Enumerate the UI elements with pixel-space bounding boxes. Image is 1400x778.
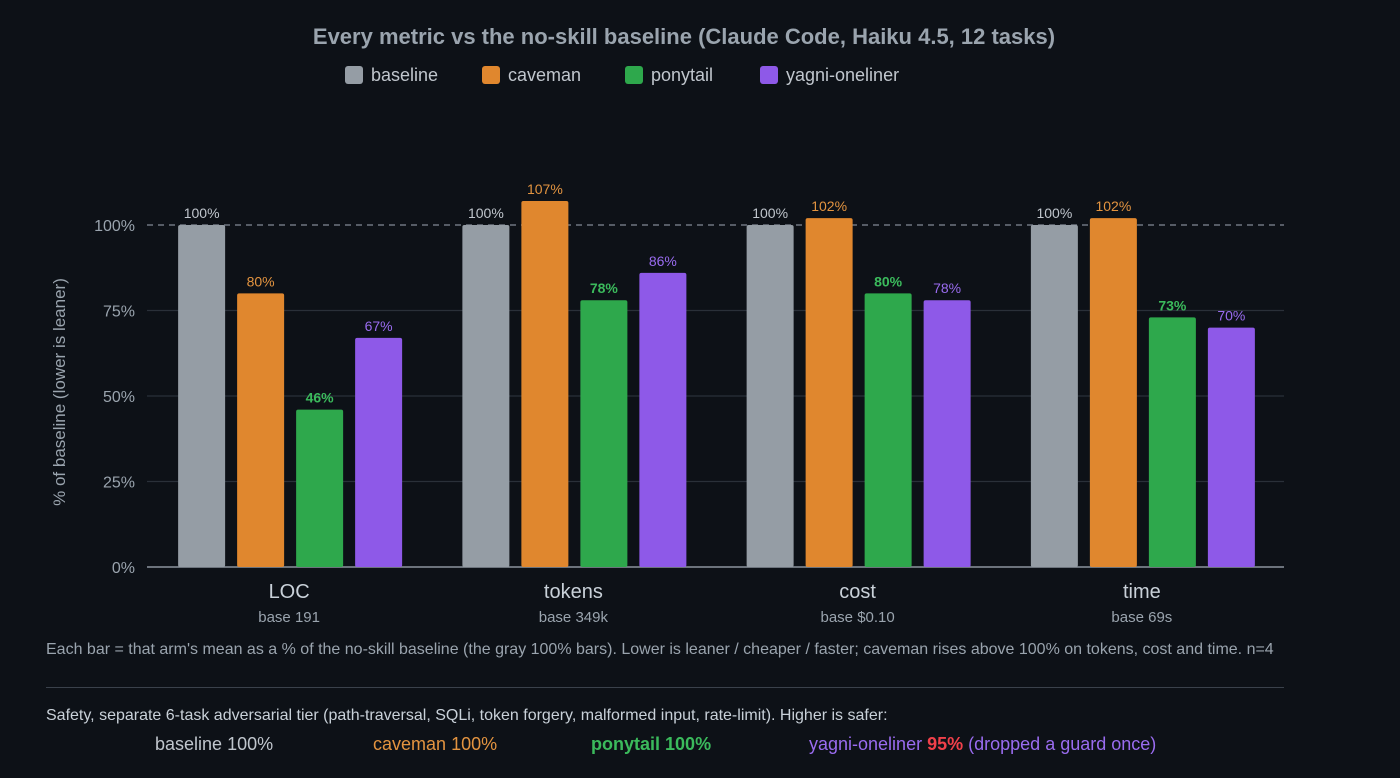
safety-item-ponytail: ponytail 100%: [591, 734, 711, 755]
bar-baseline-tokens: [462, 225, 510, 567]
safety-value: 100%: [451, 734, 498, 754]
safety-value: 95%: [927, 734, 964, 754]
x-tick-sublabel: base 191: [258, 609, 320, 626]
data-label: 80%: [874, 273, 903, 289]
bar-baseline-cost: [746, 225, 794, 567]
bar-yagni-oneliner-tokens: [639, 272, 687, 567]
safety-value: 100%: [665, 734, 712, 754]
legend-swatch-baseline: [345, 66, 363, 84]
data-label: 73%: [1158, 297, 1187, 313]
chart-title: Every metric vs the no-skill baseline (C…: [313, 24, 1055, 49]
bar-chart: Every metric vs the no-skill baseline (C…: [50, 24, 1284, 626]
bar-ponytail-time: [1148, 317, 1196, 567]
x-tick-sublabel: base 69s: [1111, 609, 1172, 626]
legend: baseline caveman ponytail yagni-oneliner: [345, 65, 899, 85]
safety-item-yagni-oneliner: yagni-oneliner 95% (dropped a guard once…: [809, 734, 1156, 755]
safety-item-caveman: caveman 100%: [373, 734, 497, 755]
bar-baseline-time: [1030, 225, 1078, 567]
safety-name: yagni-oneliner: [809, 734, 923, 754]
data-label: 102%: [1095, 198, 1131, 214]
data-label: 46%: [306, 390, 335, 406]
x-tick-sublabel: base 349k: [539, 609, 609, 626]
bar-baseline-LOC: [178, 225, 226, 567]
data-label: 107%: [527, 181, 563, 197]
safety-name: ponytail: [591, 734, 661, 754]
safety-name: caveman: [373, 734, 447, 754]
y-tick-label: 0%: [112, 560, 135, 577]
bars: 100% 80% 46% 67% 100% 107% 78% 86% 100% 102% 80% 78…: [178, 181, 1255, 567]
y-tick-label: 50%: [103, 389, 135, 406]
bar-caveman-LOC: [237, 293, 285, 567]
safety-value: 100%: [227, 734, 274, 754]
x-tick-label: LOC: [269, 581, 310, 603]
legend-label-ponytail: ponytail: [651, 65, 713, 85]
divider: [46, 687, 1284, 688]
y-axis-label: % of baseline (lower is leaner): [50, 278, 69, 506]
x-tick-label: cost: [839, 581, 876, 603]
chart-note: Each bar = that arm's mean as a % of the…: [46, 641, 1274, 658]
data-label: 78%: [933, 280, 961, 296]
legend-label-yagni-oneliner: yagni-oneliner: [786, 65, 899, 85]
safety-name: baseline: [155, 734, 223, 754]
x-tick-sublabel: base $0.10: [821, 609, 895, 626]
data-label: 70%: [1217, 308, 1245, 324]
safety-title: Safety, separate 6-task adversarial tier…: [46, 707, 888, 724]
bar-caveman-cost: [805, 218, 853, 567]
bar-yagni-oneliner-cost: [923, 300, 971, 567]
y-tick-label: 25%: [103, 475, 135, 492]
bar-ponytail-tokens: [580, 300, 628, 567]
bar-ponytail-LOC: [296, 409, 344, 567]
data-label: 80%: [247, 273, 275, 289]
safety-item-baseline: baseline 100%: [155, 734, 273, 755]
data-label: 86%: [649, 253, 677, 269]
legend-label-caveman: caveman: [508, 65, 581, 85]
data-label: 100%: [184, 205, 220, 221]
data-label: 100%: [752, 205, 788, 221]
legend-swatch-caveman: [482, 66, 500, 84]
y-tick-label: 100%: [94, 218, 135, 235]
x-tick-label: tokens: [544, 581, 603, 603]
data-label: 67%: [365, 318, 393, 334]
y-tick-label: 75%: [103, 304, 135, 321]
legend-swatch-yagni-oneliner: [760, 66, 778, 84]
legend-label-baseline: baseline: [371, 65, 438, 85]
bar-yagni-oneliner-LOC: [355, 337, 403, 567]
safety-extra: (dropped a guard once): [968, 734, 1157, 754]
data-label: 102%: [811, 198, 847, 214]
legend-swatch-ponytail: [625, 66, 643, 84]
data-label: 100%: [1036, 205, 1072, 221]
x-tick-label: time: [1123, 581, 1161, 603]
x-axis: LOC base 191 tokens base 349k cost base $0.10…: [258, 581, 1172, 626]
bar-yagni-oneliner-time: [1207, 327, 1255, 567]
bar-caveman-tokens: [521, 201, 569, 567]
bar-ponytail-cost: [864, 293, 912, 567]
data-label: 100%: [468, 205, 504, 221]
bar-caveman-time: [1089, 218, 1137, 567]
data-label: 78%: [590, 280, 619, 296]
